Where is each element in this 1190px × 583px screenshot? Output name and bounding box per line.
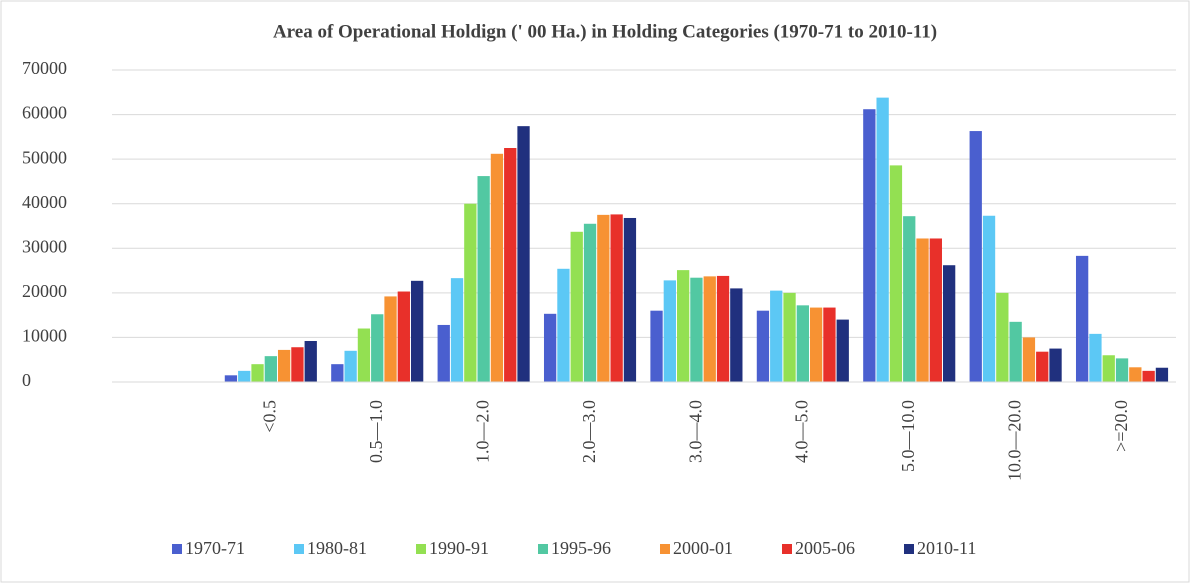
bar [543, 313, 557, 382]
x-tick-label: 10.0—20.0 [1005, 400, 1025, 481]
bar [291, 347, 304, 382]
bar [1155, 367, 1169, 382]
bar [996, 292, 1009, 382]
bar [477, 176, 490, 382]
bar [1036, 351, 1049, 382]
bar [982, 215, 996, 382]
bar [942, 265, 956, 382]
bar [251, 364, 264, 382]
legend-swatch [660, 544, 670, 554]
bar [969, 131, 982, 382]
legend-swatch [538, 544, 548, 554]
bar [1009, 321, 1022, 382]
bar [410, 280, 424, 382]
bar [703, 276, 716, 382]
legend-swatch [782, 544, 792, 554]
bar [783, 292, 796, 382]
bar [916, 238, 929, 382]
bar [770, 290, 783, 382]
y-tick-label: 70000 [22, 58, 67, 78]
bar [863, 109, 876, 383]
bar [716, 275, 730, 382]
bar [663, 280, 676, 382]
bar [397, 291, 410, 382]
bar [929, 238, 942, 382]
bar [1142, 370, 1155, 382]
bar [650, 310, 663, 382]
legend-label: 2000-01 [673, 538, 733, 558]
x-tick-label: >=20.0 [1111, 400, 1131, 452]
bar [823, 307, 836, 382]
bar [557, 268, 570, 382]
legend-label: 2005-06 [795, 538, 855, 558]
bar [889, 165, 903, 382]
bar [1049, 348, 1062, 382]
y-tick-label: 10000 [22, 326, 67, 346]
legend-swatch [172, 544, 182, 554]
bar [1022, 337, 1036, 382]
bar [371, 314, 384, 382]
bar [1115, 358, 1129, 382]
bar [504, 148, 517, 382]
y-tick-label: 50000 [22, 147, 67, 167]
bar [690, 277, 703, 382]
bar [238, 370, 251, 382]
x-tick-label: 1.0—2.0 [473, 400, 493, 463]
x-tick-label: 5.0—10.0 [898, 400, 918, 472]
bar [597, 214, 610, 382]
bar [730, 288, 743, 382]
bar [903, 216, 916, 382]
x-tick-label: <0.5 [260, 400, 280, 433]
y-tick-label: 20000 [22, 281, 67, 301]
bar [331, 364, 344, 382]
legend-label: 2010-11 [917, 538, 976, 558]
legend-swatch [416, 544, 426, 554]
x-tick-label: 3.0—4.0 [685, 400, 705, 463]
legend-swatch [294, 544, 304, 554]
bar [876, 97, 889, 383]
bar [464, 203, 477, 382]
x-tick-label: 0.5—1.0 [366, 400, 386, 463]
bar [450, 278, 464, 382]
bar [357, 328, 371, 382]
legend-label: 1970-71 [185, 538, 245, 558]
x-tick-label: 4.0—5.0 [792, 400, 812, 463]
x-tick-label: 2.0—3.0 [579, 400, 599, 463]
bar [756, 310, 770, 382]
bar [517, 126, 530, 382]
bar [1129, 367, 1142, 382]
bar [610, 214, 623, 382]
bar [676, 270, 690, 382]
y-tick-label: 30000 [22, 236, 67, 256]
bar [384, 296, 397, 382]
bar [809, 307, 823, 382]
bar [344, 350, 357, 382]
bar [437, 324, 450, 382]
bar [1075, 255, 1089, 382]
bar [1102, 355, 1115, 382]
bar [1089, 333, 1102, 382]
legend-swatch [904, 544, 914, 554]
y-tick-label: 0 [22, 370, 31, 390]
bar [224, 375, 238, 382]
bar [490, 153, 504, 382]
y-tick-label: 40000 [22, 192, 67, 212]
bar [264, 356, 277, 382]
bar [583, 223, 597, 382]
bar [277, 349, 291, 382]
legend-label: 1980-81 [307, 538, 367, 558]
y-tick-label: 60000 [22, 103, 67, 123]
bar [304, 340, 317, 382]
bar [570, 231, 583, 382]
bar [796, 305, 809, 382]
legend-label: 1990-91 [429, 538, 489, 558]
legend-label: 1995-96 [551, 538, 611, 558]
bar [836, 319, 849, 382]
chart-title: Area of Operational Holdign (' 00 Ha.) i… [273, 21, 937, 42]
bar [623, 217, 637, 382]
